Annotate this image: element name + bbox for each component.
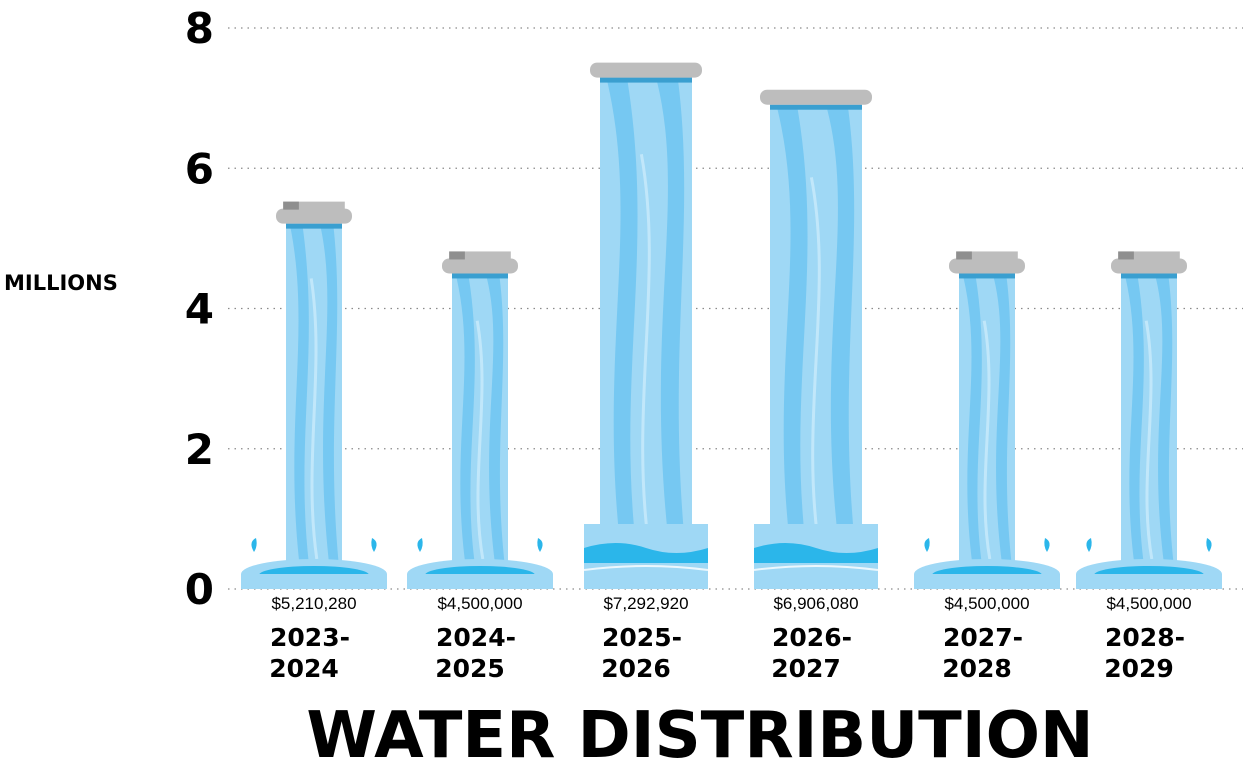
water-splash-base (407, 574, 553, 589)
water-stream (290, 227, 310, 569)
y-axis: 0 2 4 6 8 (185, 4, 214, 614)
bar (753, 89, 879, 589)
bar (914, 251, 1060, 589)
water-highlight (475, 320, 485, 560)
water-splash-base (1076, 574, 1222, 589)
pipe-band (452, 273, 508, 279)
pipe-cap-top (956, 251, 1018, 260)
pipe-cap (1111, 258, 1187, 274)
pipe-cap-shade (283, 201, 299, 210)
pipe-band (770, 104, 862, 110)
water-stream (963, 277, 983, 569)
water-highlight (309, 278, 319, 560)
y-axis-label: MILLIONS (4, 271, 118, 295)
water-stream (1155, 277, 1175, 569)
water-highlight (639, 154, 653, 560)
water-stream (657, 81, 688, 569)
water-stream (1125, 277, 1145, 569)
splash-drop (417, 538, 423, 552)
bar (583, 62, 709, 589)
pipe-cap (590, 62, 702, 78)
pipe-band (959, 273, 1015, 279)
water-stream (456, 277, 476, 569)
grid-lines (228, 27, 1243, 590)
splash-drop (371, 538, 377, 552)
water-splash-base (914, 574, 1060, 589)
chart-title: WATER DISTRIBUTION (306, 699, 1093, 759)
pipe-cap (949, 258, 1025, 274)
y-tick-label: 2 (185, 425, 214, 474)
x-tick-label: 2027-2028 (942, 623, 1023, 683)
splash-drop (1206, 538, 1212, 552)
pipe-cap-shade (449, 251, 465, 260)
x-tick-label: 2026-2027 (771, 623, 852, 683)
water-pool-wave (584, 543, 708, 563)
x-tick-label: 2028-2029 (1104, 623, 1185, 683)
data-label: $6,906,080 (773, 594, 858, 613)
bar-labels: $5,210,280 2023-2024 $4,500,000 2024-2025 $7… (269, 594, 1191, 683)
water-pool-wave (754, 543, 878, 563)
splash-drop (537, 538, 543, 552)
water-highlight (809, 177, 823, 560)
water-pool-ripple (753, 565, 879, 571)
water-stream (486, 277, 506, 569)
pipe-cap-shade (1118, 251, 1134, 260)
pipe-band (600, 77, 692, 83)
pipe-band (286, 223, 342, 229)
pipe-band (1121, 273, 1177, 279)
bar (1076, 251, 1222, 589)
pipe-cap-top (283, 201, 345, 210)
x-tick-label: 2024-2025 (435, 623, 516, 683)
pipe-cap (760, 89, 872, 105)
water-stream (777, 108, 809, 569)
water-stream (827, 108, 858, 569)
y-tick-label: 0 (185, 565, 214, 614)
data-label: $5,210,280 (271, 594, 356, 613)
splash-drop (251, 538, 257, 552)
water-stream (320, 227, 340, 569)
data-label: $7,292,920 (603, 594, 688, 613)
splash-drop (1086, 538, 1092, 552)
water-highlight (1144, 320, 1154, 560)
data-label: $4,500,000 (437, 594, 522, 613)
water-stream (993, 277, 1013, 569)
data-label: $4,500,000 (1106, 594, 1191, 613)
splash-drop (924, 538, 930, 552)
pipe-cap-shade (956, 251, 972, 260)
data-label: $4,500,000 (944, 594, 1029, 613)
pipe-cap (276, 208, 352, 224)
x-tick-label: 2025-2026 (601, 623, 682, 683)
water-pool-ripple (583, 565, 709, 571)
pipe-cap-top (449, 251, 511, 260)
bar (407, 251, 553, 589)
splash-drop (1044, 538, 1050, 552)
y-tick-label: 6 (185, 144, 214, 193)
y-tick-label: 4 (185, 285, 214, 334)
pipe-cap (442, 258, 518, 274)
water-stream (607, 81, 639, 569)
y-tick-label: 8 (185, 4, 214, 53)
water-splash-base (241, 574, 387, 589)
pipe-cap-top (1118, 251, 1180, 260)
water-highlight (982, 320, 992, 560)
bars (241, 62, 1222, 589)
bar (241, 201, 387, 589)
x-tick-label: 2023-2024 (269, 623, 350, 683)
